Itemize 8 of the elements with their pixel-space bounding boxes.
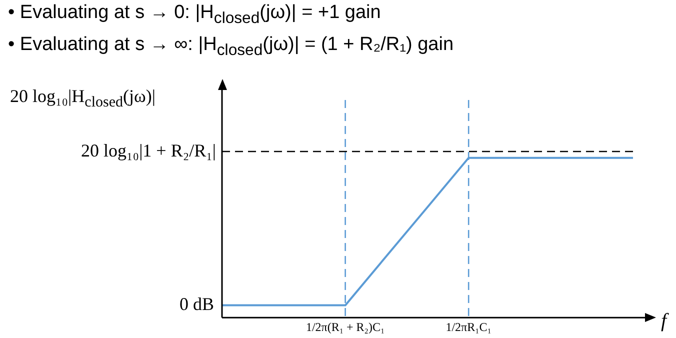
x-tick-label: 1/2π(R₁ + R₂)C₁ (306, 320, 385, 334)
x-axis-title: f (661, 310, 669, 332)
chart-title: • Evaluating at s → 0: |H$_{closed}$(jω)| = +1 gain (8, 2, 381, 28)
chart-subtitle: • Evaluating at s → ∞: |H$_{closed}$(jω)| = (1 + R₂/R₁) gain (8, 34, 454, 60)
y-axis-title: 20 log₁₀|H$_{closed}$(jω)| (10, 86, 156, 112)
x-tick-label: 1/2πR₁C₁ (446, 320, 492, 334)
ref-line-label: 20 log₁₀|1 + R₂/R₁| (81, 140, 216, 160)
text: 0 dB (179, 294, 214, 314)
